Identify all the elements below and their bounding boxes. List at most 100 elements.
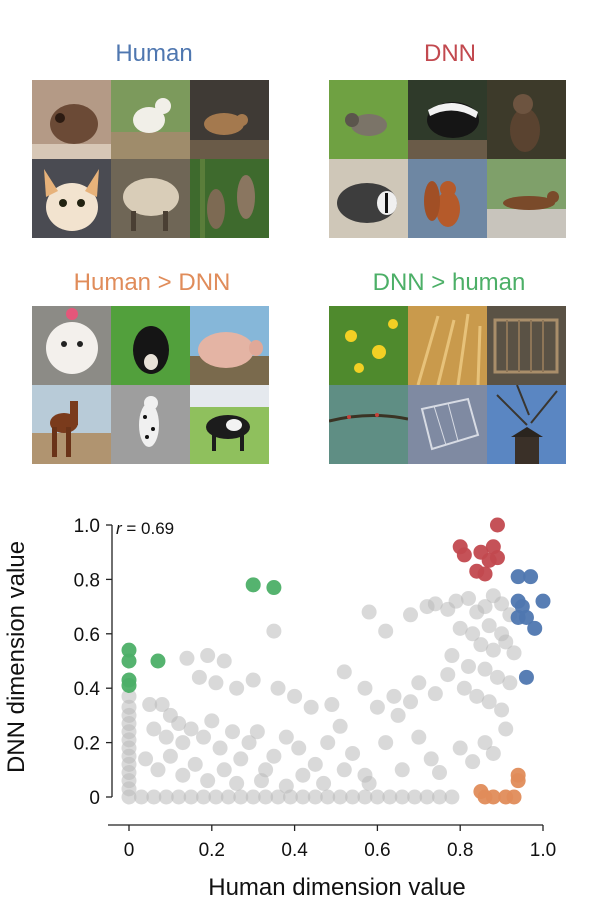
- data-point-gray: [241, 735, 257, 751]
- data-point-human: [523, 569, 539, 585]
- wheat-photo: [408, 306, 487, 385]
- data-point-gray: [295, 767, 311, 783]
- data-point-gray: [200, 648, 216, 664]
- data-point-gray: [357, 789, 373, 805]
- data-point-gray: [498, 721, 514, 737]
- badger-photo: [329, 159, 408, 238]
- data-point-gray: [427, 596, 443, 612]
- data-point-gray: [162, 748, 178, 764]
- data-point-gray: [212, 740, 228, 756]
- data-point-gray: [270, 680, 286, 696]
- data-point-gray: [361, 775, 377, 791]
- points-layer: [121, 517, 551, 805]
- data-point-gray: [477, 599, 493, 615]
- scatter-plot: 0 0.2 0.4 0.6 0.8 1.0 0 0.2 0.4 0.6 0.8 1.0 r = 0.6…: [3, 516, 556, 901]
- data-point-gray: [146, 789, 162, 805]
- x-tick-label: 0.8: [447, 840, 473, 861]
- data-point-gray: [171, 716, 187, 732]
- data-point-gray: [382, 789, 398, 805]
- panel-title: DNN: [424, 40, 476, 67]
- rat-photo: [32, 80, 111, 159]
- data-point-gray: [158, 729, 174, 745]
- data-point-gray: [378, 623, 394, 639]
- bird-feeder-photo: [487, 385, 566, 464]
- panel-title: Human: [115, 40, 193, 67]
- data-point-gray: [266, 623, 282, 639]
- x-tick-label: 0.2: [199, 840, 225, 861]
- data-point-gray: [278, 729, 294, 745]
- data-point-gray: [121, 789, 137, 805]
- x-tick-label: 1.0: [530, 840, 556, 861]
- x-tick-label: 0.4: [281, 840, 308, 861]
- data-point-gray: [394, 789, 410, 805]
- data-point-gray: [407, 789, 423, 805]
- dalmatian-photo: [111, 385, 190, 464]
- data-point-gray: [423, 751, 439, 767]
- data-point-gray: [332, 789, 348, 805]
- data-point-gray: [427, 686, 443, 702]
- data-point-gray: [216, 762, 232, 778]
- data-point-dnn: [477, 566, 493, 582]
- data-point-gray: [440, 667, 456, 683]
- y-tick-label: 0.4: [74, 679, 101, 700]
- data-point-gray: [456, 680, 472, 696]
- data-point-gray: [394, 762, 410, 778]
- data-point-gray: [345, 745, 361, 761]
- data-point-gray: [460, 658, 476, 674]
- data-point-gray: [278, 778, 294, 794]
- correlation-annotation: r = 0.69: [116, 519, 174, 538]
- data-point-gray: [179, 650, 195, 666]
- data-point-gray: [494, 702, 510, 718]
- data-point-gray: [452, 740, 468, 756]
- data-point-gray: [324, 697, 340, 713]
- data-point-gray: [378, 735, 394, 751]
- data-point-gray: [481, 618, 497, 634]
- data-point-gray: [270, 789, 286, 805]
- data-point-human: [535, 593, 551, 609]
- raccoon-photo: [329, 80, 408, 159]
- wire-cage-photo: [408, 385, 487, 464]
- data-point-gray: [494, 596, 510, 612]
- data-point-gray: [291, 740, 307, 756]
- data-point-gray: [175, 735, 191, 751]
- data-point-gray: [138, 751, 154, 767]
- squirrel-photo: [408, 159, 487, 238]
- data-point-dnn-gt-human: [150, 653, 166, 669]
- data-point-gray: [448, 593, 464, 609]
- data-point-gray: [229, 680, 245, 696]
- mouse-photo: [190, 80, 269, 159]
- data-point-human-gt-dnn: [506, 789, 522, 805]
- data-point-gray: [332, 718, 348, 734]
- y-tick-label: 0.2: [74, 734, 100, 755]
- data-point-human-gt-dnn: [485, 789, 501, 805]
- skunk-photo: [408, 80, 487, 159]
- data-point-gray: [403, 694, 419, 710]
- horse-photo: [32, 385, 111, 464]
- data-point-gray: [345, 789, 361, 805]
- data-point-gray: [307, 789, 323, 805]
- data-point-gray: [196, 729, 212, 745]
- data-point-dnn-gt-human: [121, 677, 137, 693]
- data-point-gray: [506, 645, 522, 661]
- data-point-gray: [320, 735, 336, 751]
- data-point-gray: [171, 789, 187, 805]
- data-point-gray: [361, 604, 377, 620]
- image-grid: [329, 306, 566, 464]
- data-point-gray: [481, 694, 497, 710]
- y-tick-label: 0.6: [74, 625, 100, 646]
- data-point-gray: [444, 648, 460, 664]
- data-point-gray: [432, 789, 447, 805]
- data-point-gray: [460, 590, 476, 606]
- y-tick-label: 0: [89, 788, 100, 809]
- data-point-dnn-gt-human: [121, 653, 137, 669]
- data-point-gray: [142, 697, 158, 713]
- data-point-gray: [419, 789, 435, 805]
- data-point-gray: [316, 775, 332, 791]
- pig-photo: [190, 306, 269, 385]
- data-point-gray: [403, 607, 419, 623]
- data-point-gray: [266, 748, 282, 764]
- y-axis-title: DNN dimension value: [3, 541, 30, 773]
- data-point-gray: [150, 762, 166, 778]
- white-dog-photo: [111, 80, 190, 159]
- data-point-gray: [249, 724, 265, 740]
